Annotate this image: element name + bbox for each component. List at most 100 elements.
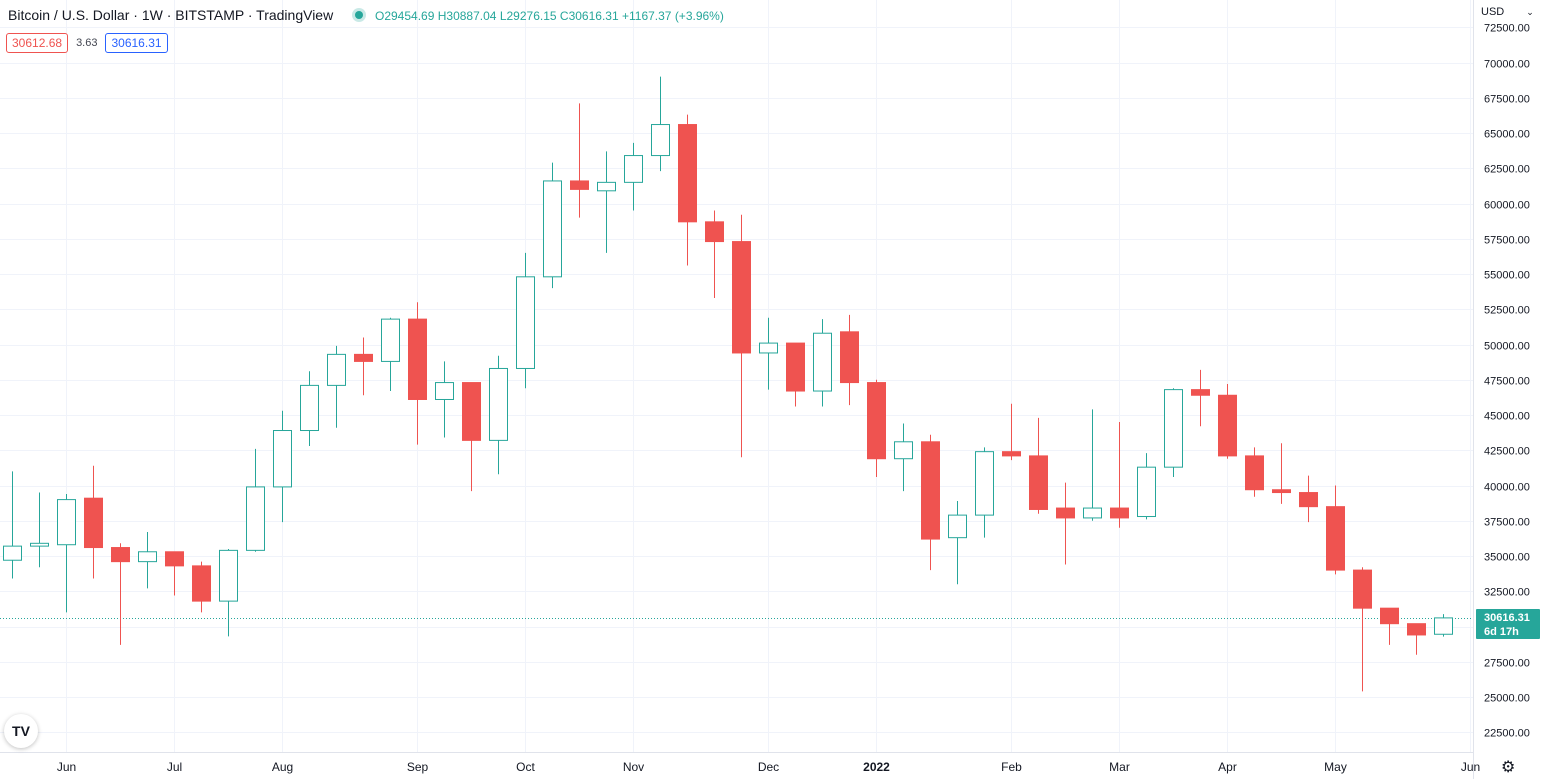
time-tick-label: Apr bbox=[1218, 760, 1237, 774]
candle-body-down bbox=[1110, 507, 1129, 519]
candle[interactable] bbox=[381, 317, 400, 392]
candle[interactable] bbox=[894, 423, 913, 492]
candle[interactable] bbox=[1326, 485, 1345, 575]
candle[interactable] bbox=[1245, 447, 1264, 497]
candle[interactable] bbox=[30, 492, 49, 568]
price-tick-label: 37500.00 bbox=[1484, 517, 1530, 529]
time-axis[interactable]: Jun Jul Aug Sep Oct Nov Dec 2022 Feb Mar Apr May Jun bbox=[57, 760, 1480, 774]
candle[interactable] bbox=[705, 210, 724, 298]
candle[interactable] bbox=[1299, 475, 1318, 523]
spread-value: 3.63 bbox=[76, 37, 98, 49]
candle[interactable] bbox=[300, 371, 319, 447]
price-tick-label: 25000.00 bbox=[1484, 693, 1530, 705]
candle-body-up bbox=[30, 542, 49, 547]
candle[interactable] bbox=[273, 410, 292, 523]
candle[interactable] bbox=[921, 434, 940, 571]
gear-icon[interactable]: ⚙ bbox=[1501, 759, 1516, 776]
candle-body-down bbox=[1353, 569, 1372, 609]
price-tick-label: 32500.00 bbox=[1484, 587, 1530, 599]
open-value: 29454.69 bbox=[384, 9, 435, 23]
candle[interactable] bbox=[948, 501, 967, 585]
buy-button[interactable]: 30616.31 bbox=[105, 33, 168, 53]
price-tick-label: 35000.00 bbox=[1484, 552, 1530, 564]
candle-body-down bbox=[1245, 455, 1264, 491]
candle[interactable] bbox=[840, 314, 859, 406]
candle-body-down bbox=[84, 497, 103, 549]
price-tick-label: 22500.00 bbox=[1484, 728, 1530, 740]
candle[interactable] bbox=[165, 551, 184, 596]
candle[interactable] bbox=[1407, 623, 1426, 655]
candle[interactable] bbox=[219, 548, 238, 637]
candle-body-down bbox=[1272, 489, 1291, 494]
candle[interactable] bbox=[3, 471, 22, 579]
candle-body-down bbox=[570, 180, 589, 190]
price-tick-label: 65000.00 bbox=[1484, 129, 1530, 141]
candle[interactable] bbox=[597, 151, 616, 253]
candle-body-down bbox=[678, 124, 697, 223]
candle[interactable] bbox=[624, 142, 643, 211]
candle[interactable] bbox=[1137, 453, 1156, 520]
candle-body-up bbox=[597, 181, 616, 192]
candle[interactable] bbox=[354, 337, 373, 396]
currency-selector[interactable]: USD ⌄ bbox=[1481, 6, 1534, 18]
close-value: 30616.31 bbox=[568, 9, 619, 23]
time-tick-label: Oct bbox=[516, 760, 535, 774]
sell-button[interactable]: 30612.68 bbox=[6, 33, 69, 53]
candle[interactable] bbox=[1029, 417, 1048, 514]
candle[interactable] bbox=[246, 448, 265, 552]
candle[interactable] bbox=[408, 302, 427, 445]
time-tick-label: 2022 bbox=[863, 760, 890, 774]
candle[interactable] bbox=[813, 319, 832, 407]
price-tick-label: 62500.00 bbox=[1484, 164, 1530, 176]
time-tick-label: Nov bbox=[623, 760, 644, 774]
candle[interactable] bbox=[1164, 388, 1183, 478]
candle[interactable] bbox=[192, 561, 211, 613]
candle[interactable] bbox=[543, 162, 562, 289]
candle[interactable] bbox=[1191, 369, 1210, 427]
tradingview-logo-icon[interactable]: TV bbox=[4, 714, 38, 748]
candle[interactable] bbox=[759, 317, 778, 390]
time-tick-label: May bbox=[1324, 760, 1347, 774]
candle-body-up bbox=[273, 430, 292, 488]
symbol-title[interactable]: Bitcoin / U.S. Dollar · 1W · BITSTAMP · … bbox=[8, 7, 334, 23]
candle[interactable] bbox=[462, 382, 481, 492]
candle[interactable] bbox=[111, 543, 130, 645]
candle[interactable] bbox=[489, 355, 508, 475]
time-tick-label: Mar bbox=[1109, 760, 1130, 774]
candle[interactable] bbox=[1002, 403, 1021, 461]
candle[interactable] bbox=[516, 252, 535, 389]
candle[interactable] bbox=[732, 214, 751, 458]
price-tick-label: 52500.00 bbox=[1484, 305, 1530, 317]
candle-body-up bbox=[246, 486, 265, 551]
candle[interactable] bbox=[651, 76, 670, 172]
candle[interactable] bbox=[435, 361, 454, 438]
candle-body-up bbox=[543, 180, 562, 278]
candle[interactable] bbox=[1056, 482, 1075, 565]
candle[interactable] bbox=[1380, 607, 1399, 645]
candle[interactable] bbox=[786, 342, 805, 407]
candle[interactable] bbox=[327, 345, 346, 428]
candle-body-up bbox=[1137, 466, 1156, 518]
candle[interactable] bbox=[1110, 422, 1129, 528]
candle[interactable] bbox=[1353, 567, 1372, 692]
candle[interactable] bbox=[570, 103, 589, 218]
price-axis[interactable]: 22500.0025000.0027500.0030000.0032500.00… bbox=[1484, 23, 1530, 740]
price-tick-label: 45000.00 bbox=[1484, 411, 1530, 423]
candle-body-down bbox=[705, 221, 724, 243]
candle[interactable] bbox=[138, 532, 157, 589]
candle-body-down bbox=[462, 382, 481, 441]
time-tick-label: Aug bbox=[272, 760, 293, 774]
candle[interactable] bbox=[84, 465, 103, 579]
candle-body-up bbox=[57, 499, 76, 546]
candle[interactable] bbox=[1434, 614, 1453, 637]
candle[interactable] bbox=[867, 379, 886, 478]
candle[interactable] bbox=[1218, 383, 1237, 459]
candle-body-down bbox=[1002, 451, 1021, 457]
candle[interactable] bbox=[1272, 443, 1291, 504]
candle-body-down bbox=[1218, 394, 1237, 457]
candle[interactable] bbox=[57, 493, 76, 613]
candle[interactable] bbox=[975, 447, 994, 538]
candle[interactable] bbox=[1083, 409, 1102, 521]
candle[interactable] bbox=[678, 114, 697, 266]
